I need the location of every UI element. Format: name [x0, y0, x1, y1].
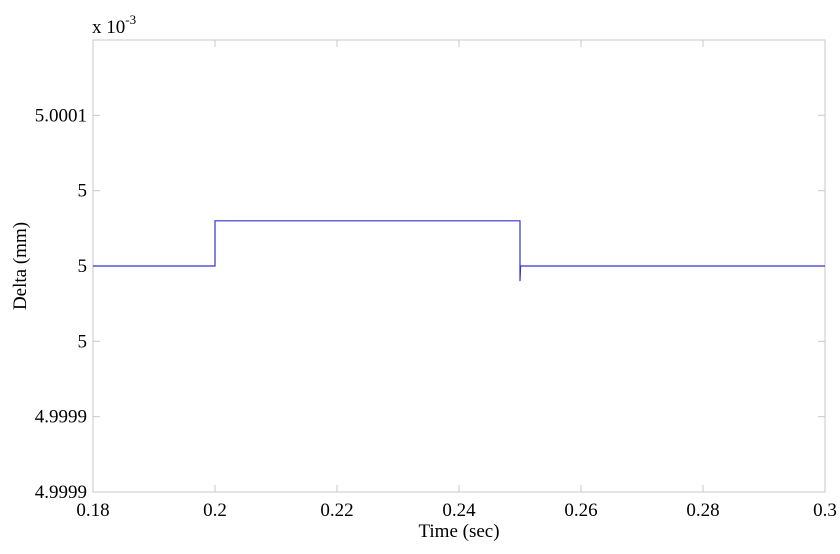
y-tick-label: 4.9999 — [35, 407, 87, 428]
x-tick-label: 0.26 — [564, 500, 597, 521]
y-tick-label: 5.0001 — [35, 105, 87, 126]
y-tick-label: 5 — [78, 331, 88, 352]
x-axis-title: Time (sec) — [418, 521, 499, 542]
x-tick-label: 0.3 — [813, 500, 837, 521]
x-tick-label: 0.28 — [686, 500, 719, 521]
x-tick-label: 0.22 — [320, 500, 353, 521]
y-tick-label: 5 — [78, 181, 88, 202]
y-axis-title: Delta (mm) — [10, 222, 31, 310]
x-tick-label: 0.24 — [442, 500, 476, 521]
y-axis-multiplier-exponent: -3 — [125, 12, 136, 27]
series-line — [93, 220, 825, 282]
y-tick-label: 4.9999 — [35, 482, 87, 503]
y-axis-multiplier: x 10-3 — [92, 12, 136, 38]
y-axis-multiplier-base: x 10 — [92, 17, 125, 38]
y-tick-label: 5 — [78, 256, 88, 277]
x-axis: 0.18 0.2 0.22 0.24 0.26 0.28 0.3 — [76, 40, 837, 521]
x-tick-label: 0.2 — [203, 500, 227, 521]
series-layer — [93, 220, 825, 282]
y-axis: 4.9999 4.9999 5 5 5 5.0001 — [35, 39, 825, 503]
x-tick-label: 0.18 — [76, 500, 109, 521]
